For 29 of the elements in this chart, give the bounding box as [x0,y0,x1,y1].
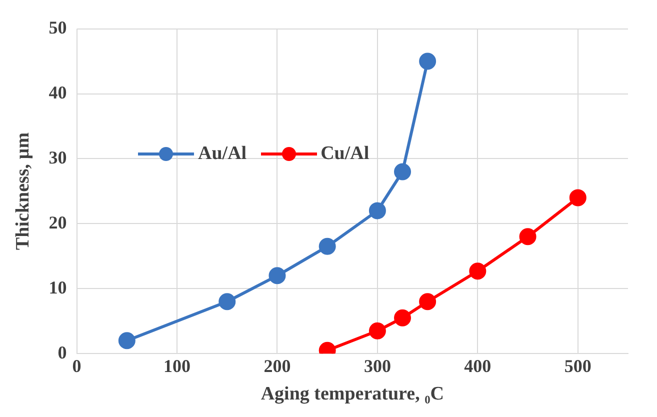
x-tick-label: 200 [264,356,291,376]
x-tick-label: 500 [564,356,592,376]
point [419,52,436,70]
point [268,267,286,284]
x-tick-label: 300 [364,356,391,376]
point [368,202,386,220]
point [394,309,412,326]
point [569,189,586,206]
y-tick-label: 30 [48,147,67,168]
point [118,332,136,350]
legend-label: Au/Al [198,143,247,165]
y-tick-label: 50 [48,17,67,38]
y-tick-label: 40 [48,82,67,102]
point [394,163,412,180]
point [218,293,236,310]
y-tick-label: 10 [48,277,67,298]
x-tick-label: 100 [164,356,191,376]
point [519,228,536,246]
point [419,293,436,310]
x-tick-label: 0 [72,356,82,376]
y-tick-label: 0 [58,342,67,362]
y-axis-title: Thickness, µm [12,132,34,250]
point [368,322,386,340]
point [469,262,486,280]
y-tick-label: 20 [48,212,67,232]
x-tick-label: 400 [464,356,492,376]
point [318,238,336,255]
x-axis-title: Aging temperature, ₀C [260,384,444,405]
legend-label: Cu/Al [320,143,370,165]
